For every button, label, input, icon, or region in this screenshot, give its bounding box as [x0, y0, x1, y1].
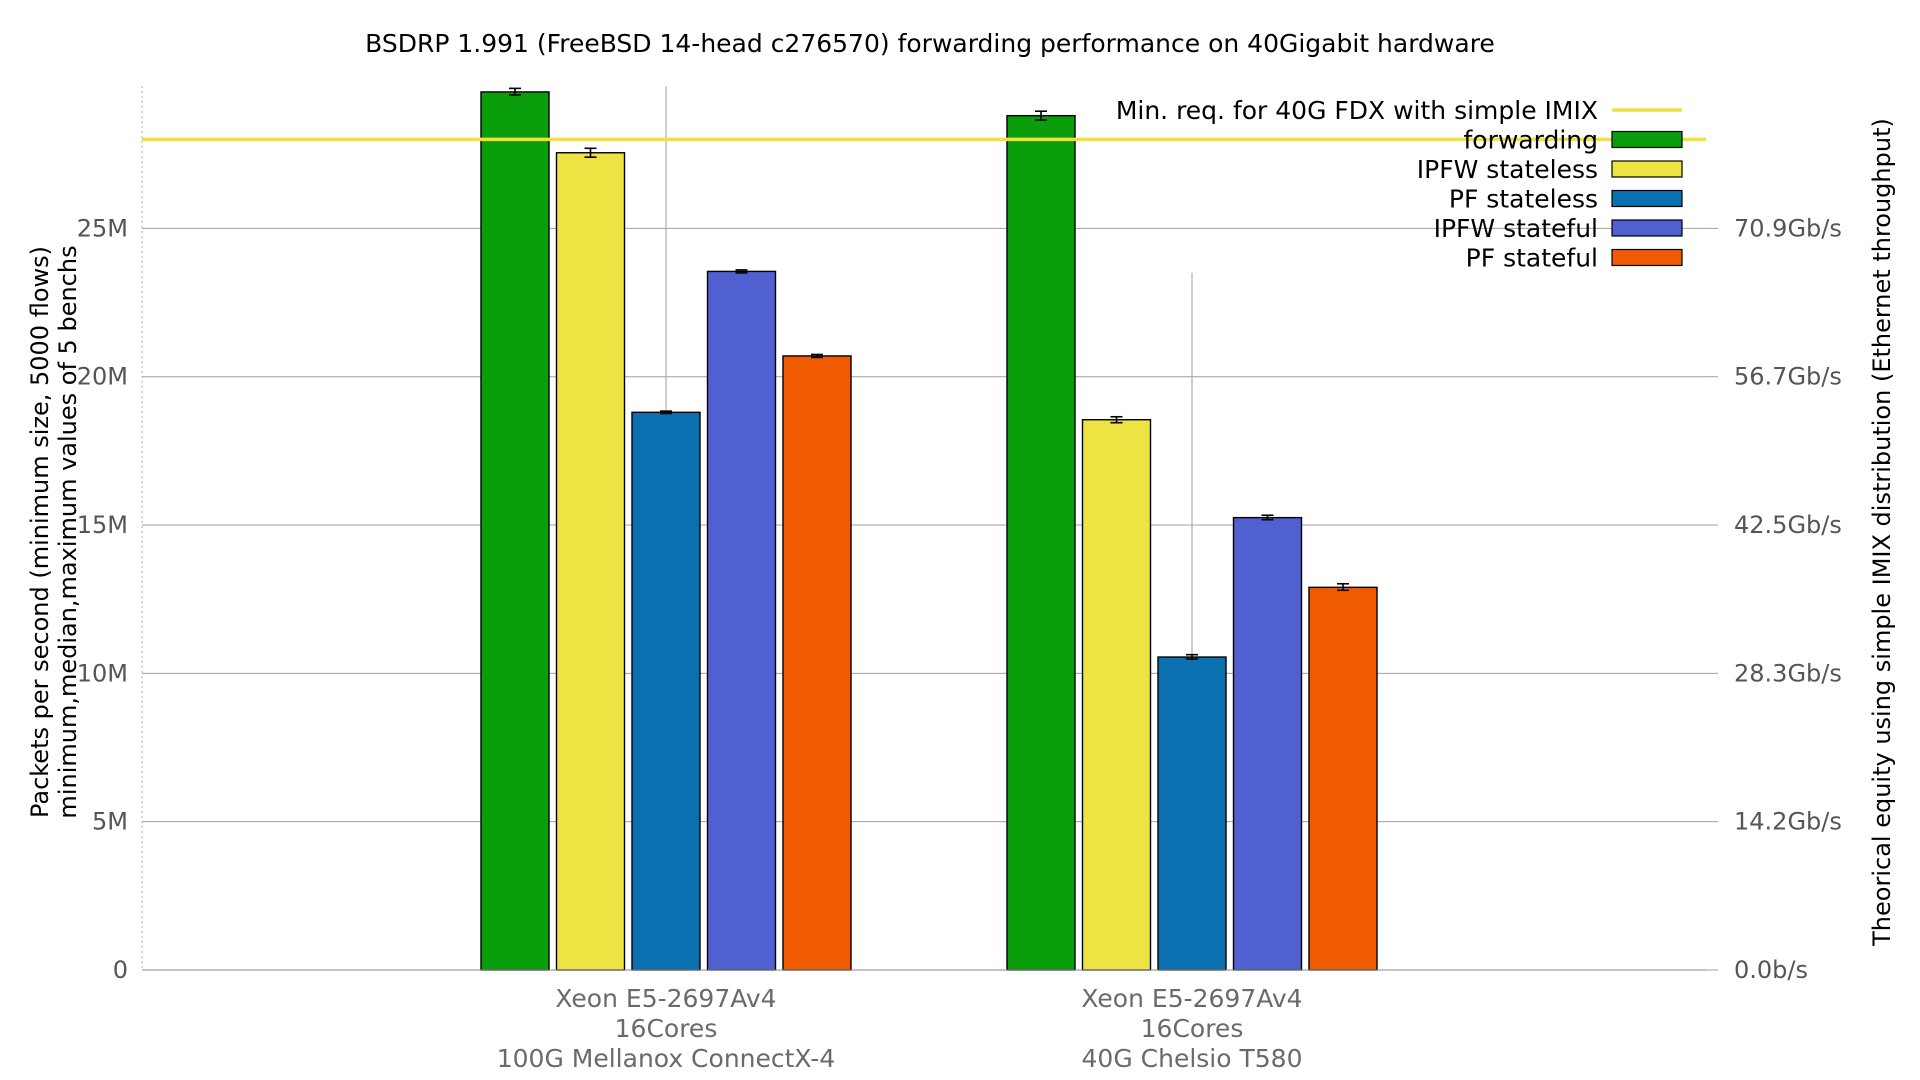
y-tick-label: 10M	[77, 659, 128, 687]
x-category-label: 100G Mellanox ConnectX-4	[497, 1044, 836, 1073]
error-bar	[584, 147, 597, 158]
x-category-label: 40G Chelsio T580	[1082, 1044, 1303, 1073]
y2-tick-label: 0.0b/s	[1734, 956, 1808, 984]
error-bar	[735, 269, 748, 274]
legend-label-pf-stateful: PF stateful	[1466, 244, 1598, 273]
chart-title: BSDRP 1.991 (FreeBSD 14-head c276570) fo…	[365, 29, 1495, 58]
bar-forwarding	[480, 91, 550, 971]
y-tick-label: 5M	[92, 808, 128, 836]
x-category-label: 16Cores	[1141, 1014, 1244, 1043]
legend-label-pf-stateless: PF stateless	[1449, 185, 1598, 214]
legend-swatch-ipfw-stateful	[1611, 219, 1683, 237]
legend: Min. req. for 40G FDX with simple IMIXfo…	[1116, 96, 1683, 273]
y2-axis-label: Theorical equity using simple IMIX distr…	[1868, 118, 1896, 947]
axis-layer: 0 5M 10M 15M 20M 25M 0.0b/s 14.2Gb/s 28.3Gb/s 42.…	[77, 86, 1842, 1073]
bar-ipfw-stateless	[1081, 419, 1152, 971]
bar-forwarding	[1006, 114, 1076, 971]
y-axis-label-secondary-line: minimum,median,maximum values of 5 bench…	[54, 245, 82, 818]
legend-label-ipfw-stateless: IPFW stateless	[1417, 155, 1598, 184]
legend-swatch-pf-stateful	[1611, 248, 1683, 267]
y-tick-label: 25M	[77, 214, 128, 242]
y-tick-label: 20M	[77, 363, 128, 391]
bar-pf-stateless	[631, 411, 701, 971]
y-tick-label: 15M	[77, 511, 128, 539]
y2-tick-label: 70.9Gb/s	[1734, 214, 1842, 242]
error-bar	[1035, 110, 1047, 121]
y2-tick-label: 56.7Gb/s	[1734, 363, 1842, 391]
y-axis-label: Packets per second (minimum size, 5000 f…	[26, 246, 54, 818]
legend-label-reference: Min. req. for 40G FDX with simple IMIX	[1116, 96, 1598, 125]
legend-label-ipfw-stateful: IPFW stateful	[1434, 214, 1598, 243]
x-category-label: 16Cores	[615, 1014, 718, 1043]
bar-pf-stateless	[1157, 656, 1227, 971]
error-bar	[1186, 653, 1198, 660]
legend-swatch-ipfw-stateless	[1611, 160, 1683, 178]
legend-swatch-pf-stateless	[1611, 189, 1683, 208]
grid-layer	[142, 86, 1706, 971]
y2-tick-label: 42.5Gb/s	[1734, 511, 1842, 539]
error-bar	[1110, 415, 1123, 424]
bars-layer	[480, 87, 1378, 971]
error-bar	[811, 353, 823, 359]
bar-pf-stateful	[1308, 586, 1378, 971]
y2-tick-label: 14.2Gb/s	[1734, 808, 1842, 836]
legend-swatch-forwarding	[1611, 130, 1683, 149]
error-bar	[660, 410, 672, 415]
bar-pf-stateful	[782, 355, 852, 971]
legend-label-forwarding: forwarding	[1463, 126, 1598, 155]
error-bar	[509, 87, 521, 96]
y2-tick-label: 28.3Gb/s	[1734, 659, 1842, 687]
x-category-label: Xeon E5-2697Av4	[1081, 984, 1302, 1013]
error-bar	[1261, 514, 1274, 521]
bar-ipfw-stateless	[555, 152, 626, 971]
bar-ipfw-stateful	[1232, 516, 1303, 971]
y-tick-label: 0	[113, 956, 128, 984]
error-bar	[1337, 582, 1349, 592]
bar-ipfw-stateful	[706, 270, 777, 971]
x-category-label: Xeon E5-2697Av4	[555, 984, 776, 1013]
